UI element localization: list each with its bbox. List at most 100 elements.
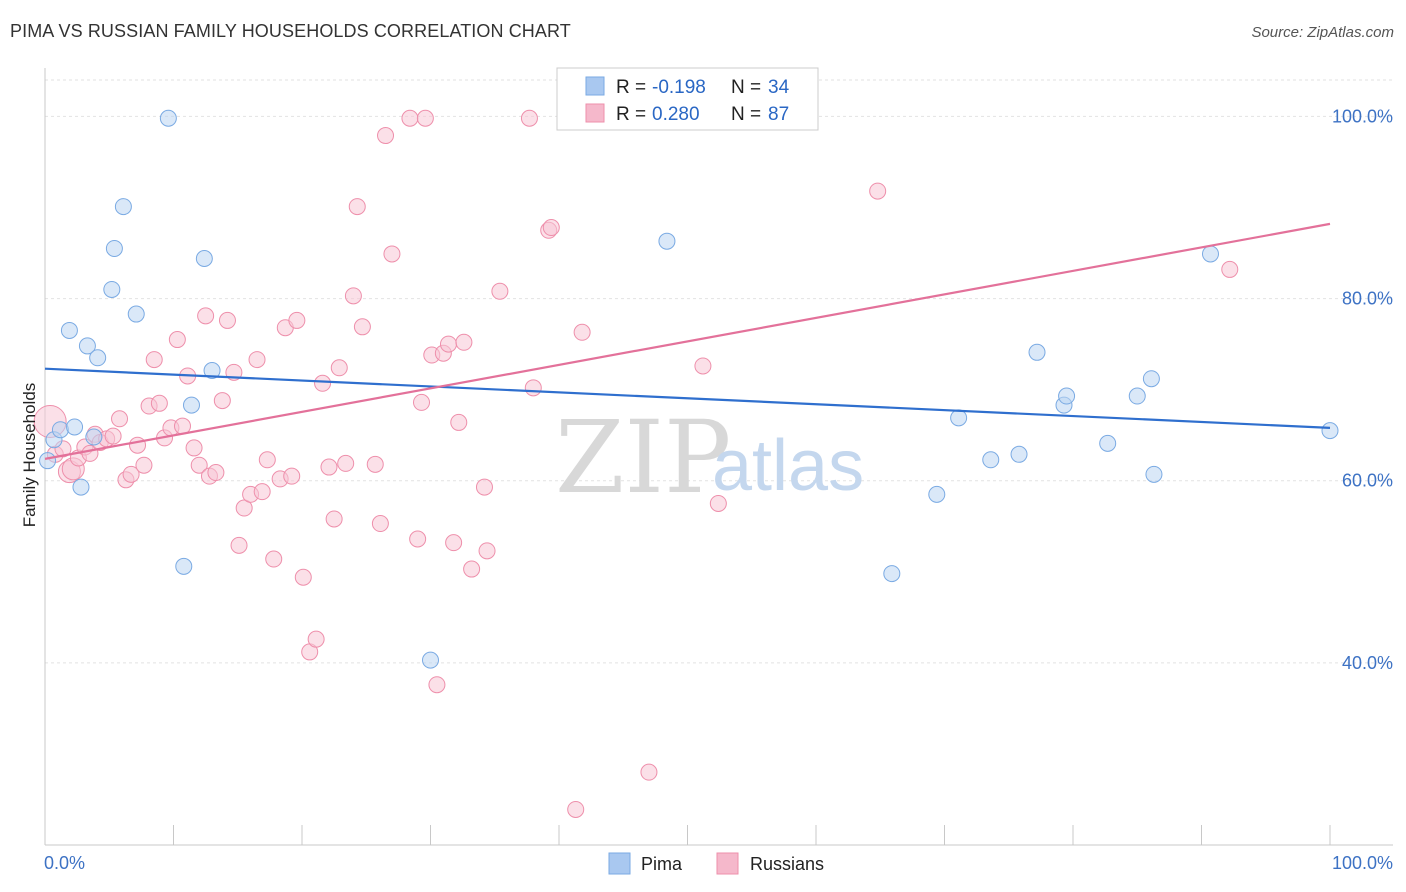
bottom-legend-swatch-pima — [608, 852, 631, 875]
point-russians — [455, 333, 473, 351]
legend-r-value-pima: -0.198 — [652, 77, 706, 98]
point-pima — [114, 198, 132, 216]
point-russians — [366, 455, 384, 473]
legend-r-value-russians: 0.280 — [652, 104, 700, 125]
x-tick-label-min: 0.0% — [44, 853, 85, 873]
legend-n-value-pima: 34 — [768, 77, 790, 98]
point-pima — [422, 651, 439, 669]
watermark-zip: ZIP — [555, 399, 731, 516]
point-pima — [159, 109, 177, 127]
point-pima — [105, 239, 123, 257]
point-russians — [150, 394, 168, 412]
point-pima — [195, 250, 213, 267]
point-pima — [182, 396, 200, 414]
point-pima — [66, 418, 84, 436]
point-pima — [51, 421, 69, 439]
point-russians — [207, 464, 225, 482]
point-russians — [383, 245, 401, 263]
point-russians — [377, 127, 395, 145]
bottom-legend-label-pima: Pima — [641, 854, 683, 874]
point-pima — [1058, 387, 1076, 405]
point-russians — [344, 287, 362, 305]
point-russians — [475, 478, 493, 496]
point-russians — [145, 351, 163, 369]
point-russians — [248, 351, 266, 369]
point-pima — [175, 557, 193, 575]
y-tick-label: 40.0% — [1342, 653, 1393, 673]
y-axis-label: Family Households — [20, 383, 39, 528]
legend-n-label-russians: N = — [731, 104, 761, 125]
point-russians — [337, 454, 355, 472]
point-russians — [694, 357, 712, 375]
point-russians — [401, 109, 419, 127]
point-russians — [122, 465, 140, 483]
point-russians — [371, 515, 389, 533]
point-russians — [330, 359, 348, 377]
point-russians — [218, 311, 236, 329]
point-russians — [542, 219, 560, 237]
legend-n-value-russians: 87 — [768, 104, 789, 125]
point-russians — [197, 307, 215, 325]
point-pima — [1099, 434, 1117, 452]
point-pima — [883, 565, 901, 583]
point-pima — [1321, 422, 1339, 440]
point-russians — [416, 109, 434, 127]
legend: R = -0.198 N = 34 R = 0.280 N = 87 — [556, 67, 819, 131]
point-russians — [168, 331, 186, 349]
point-pima — [72, 478, 90, 496]
x-tick-label-max: 100.0% — [1332, 853, 1393, 873]
point-russians — [294, 568, 312, 586]
point-russians — [129, 436, 147, 454]
point-pima — [85, 428, 103, 446]
point-pima — [103, 280, 121, 298]
point-russians — [573, 323, 591, 341]
point-russians — [450, 413, 468, 431]
point-pima — [982, 451, 1000, 469]
point-russians — [353, 318, 371, 336]
point-russians — [409, 530, 427, 548]
point-russians — [520, 109, 538, 127]
point-russians — [445, 534, 463, 552]
grid-lines — [45, 79, 1393, 664]
bottom-legend-swatch-russians — [716, 852, 739, 875]
point-pima — [928, 485, 946, 503]
point-russians — [439, 335, 457, 353]
point-pima — [127, 305, 145, 323]
point-russians — [288, 311, 306, 329]
point-russians — [235, 499, 253, 517]
point-pima — [950, 409, 968, 427]
point-russians — [111, 410, 129, 428]
tick-labels: 40.0% 60.0% 80.0% 100.0% 0.0% 100.0% — [44, 106, 1393, 873]
point-russians — [265, 550, 283, 568]
point-russians — [869, 182, 887, 200]
point-pima — [89, 349, 107, 367]
point-pima — [1201, 245, 1219, 263]
point-pima — [60, 321, 78, 339]
point-russians — [413, 393, 431, 411]
point-russians — [1221, 260, 1239, 278]
point-russians — [325, 510, 343, 528]
point-russians — [640, 763, 658, 781]
legend-r-label-russians: R = — [616, 104, 646, 125]
source-credit: Source: ZipAtlas.com — [1251, 24, 1394, 41]
trend-lines — [44, 222, 1331, 460]
point-pima — [1142, 370, 1160, 388]
y-tick-label: 80.0% — [1342, 289, 1393, 309]
point-russians — [428, 676, 446, 694]
legend-swatch-pima — [585, 76, 605, 96]
point-pima — [78, 337, 96, 355]
point-russians — [258, 451, 276, 469]
point-russians — [307, 630, 325, 648]
point-russians — [104, 427, 122, 445]
point-pima — [1010, 445, 1028, 463]
bottom-legend: Pima Russians — [608, 852, 824, 875]
point-russians — [283, 467, 301, 485]
point-russians — [185, 439, 203, 457]
y-tick-label: 60.0% — [1342, 471, 1393, 491]
point-russians — [253, 483, 271, 501]
point-russians — [567, 800, 585, 818]
point-pima — [1028, 343, 1046, 361]
legend-r-label-pima: R = — [616, 77, 646, 98]
point-russians — [709, 494, 727, 512]
